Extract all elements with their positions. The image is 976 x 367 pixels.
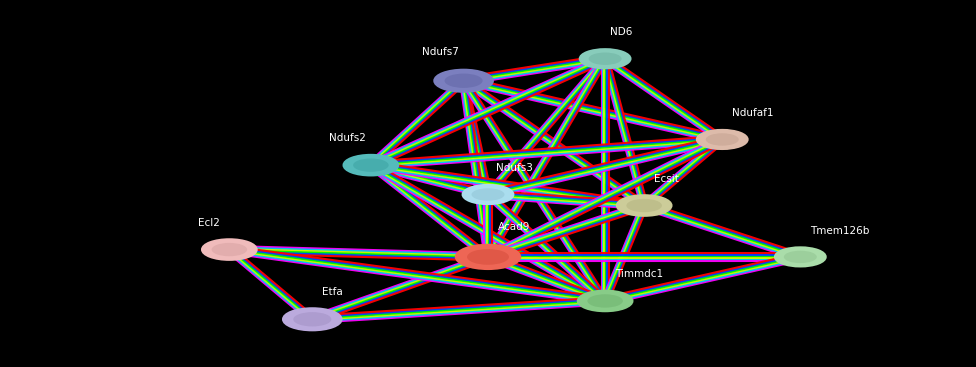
Circle shape	[471, 188, 505, 201]
Circle shape	[697, 130, 748, 149]
Text: Ecsit: Ecsit	[654, 174, 678, 184]
Circle shape	[627, 199, 662, 212]
Circle shape	[775, 247, 826, 266]
Circle shape	[784, 251, 817, 263]
Text: ND6: ND6	[610, 27, 632, 37]
Circle shape	[294, 312, 331, 327]
Text: Ecl2: Ecl2	[198, 218, 220, 228]
Circle shape	[283, 308, 342, 330]
Circle shape	[578, 291, 632, 311]
Text: Ndufaf1: Ndufaf1	[732, 108, 774, 118]
Circle shape	[468, 249, 508, 265]
Circle shape	[617, 195, 671, 216]
Circle shape	[588, 294, 623, 308]
Text: Ndufs2: Ndufs2	[329, 133, 366, 143]
Text: Ndufs3: Ndufs3	[496, 163, 533, 173]
Circle shape	[580, 49, 630, 68]
Text: Acad9: Acad9	[498, 222, 530, 232]
Circle shape	[589, 52, 622, 65]
Circle shape	[212, 243, 247, 256]
Circle shape	[463, 185, 513, 204]
Text: Ndufs7: Ndufs7	[422, 47, 459, 57]
Circle shape	[202, 239, 257, 260]
Circle shape	[706, 133, 739, 146]
Circle shape	[344, 155, 398, 175]
Circle shape	[456, 245, 520, 269]
Text: Timmdc1: Timmdc1	[615, 269, 663, 279]
Text: Tmem126b: Tmem126b	[810, 226, 870, 236]
Circle shape	[445, 73, 483, 88]
Text: Etfa: Etfa	[322, 287, 343, 297]
Circle shape	[434, 70, 493, 92]
Circle shape	[353, 159, 388, 172]
